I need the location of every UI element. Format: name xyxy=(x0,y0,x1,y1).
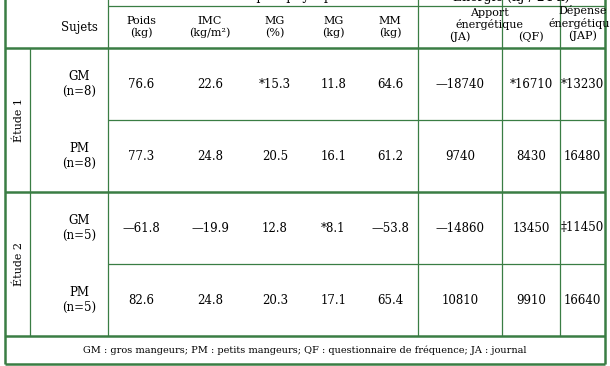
Text: 24.8: 24.8 xyxy=(197,149,223,163)
Text: 20.5: 20.5 xyxy=(262,149,288,163)
Text: MM
(kg): MM (kg) xyxy=(379,16,401,38)
Text: —61.8: —61.8 xyxy=(123,221,160,235)
Text: PM
(n=8): PM (n=8) xyxy=(62,142,96,170)
Text: 16.1: 16.1 xyxy=(320,149,346,163)
Text: IMC
(kg/m²): IMC (kg/m²) xyxy=(189,16,231,38)
Text: 12.8: 12.8 xyxy=(262,221,288,235)
Text: 17.1: 17.1 xyxy=(320,294,346,306)
Text: 61.2: 61.2 xyxy=(377,149,403,163)
Text: Sujets: Sujets xyxy=(60,20,98,34)
Text: 24.8: 24.8 xyxy=(197,294,223,306)
Text: 11.8: 11.8 xyxy=(321,78,346,90)
Text: PM
(n=5): PM (n=5) xyxy=(62,286,96,314)
Text: GM : gros mangeurs; PM : petits mangeurs; QF : questionnaire de fréquence; JA : : GM : gros mangeurs; PM : petits mangeurs… xyxy=(83,345,527,355)
Text: —18740: —18740 xyxy=(436,78,484,90)
Text: *15.3: *15.3 xyxy=(259,78,291,90)
Text: 13450: 13450 xyxy=(512,221,550,235)
Text: 16640: 16640 xyxy=(564,294,601,306)
Text: 76.6: 76.6 xyxy=(128,78,154,90)
Text: (QF): (QF) xyxy=(518,32,544,42)
Text: 8430: 8430 xyxy=(516,149,546,163)
Text: MG
(%): MG (%) xyxy=(265,16,285,38)
Text: Apport
énergétique: Apport énergétique xyxy=(455,8,523,30)
Text: ‡11450: ‡11450 xyxy=(561,221,604,235)
Text: 22.6: 22.6 xyxy=(197,78,223,90)
Text: 64.6: 64.6 xyxy=(377,78,403,90)
Text: (JA): (JA) xyxy=(450,32,471,42)
Text: MG
(kg): MG (kg) xyxy=(322,16,345,38)
Text: Caractéristiques physiques: Caractéristiques physiques xyxy=(177,0,350,3)
Text: 9910: 9910 xyxy=(516,294,546,306)
Text: GM
(n=8): GM (n=8) xyxy=(62,70,96,98)
Text: 9740: 9740 xyxy=(445,149,475,163)
Text: 20.3: 20.3 xyxy=(262,294,288,306)
Text: 82.6: 82.6 xyxy=(129,294,154,306)
Text: Énergie (kJ / 24 h): Énergie (kJ / 24 h) xyxy=(453,0,570,4)
Text: —14860: —14860 xyxy=(436,221,484,235)
Text: —19.9: —19.9 xyxy=(191,221,229,235)
Text: 10810: 10810 xyxy=(442,294,479,306)
Text: 16480: 16480 xyxy=(564,149,601,163)
Text: Poids
(kg): Poids (kg) xyxy=(126,16,157,38)
Text: Étude 1: Étude 1 xyxy=(13,98,24,142)
Text: 65.4: 65.4 xyxy=(377,294,403,306)
Text: Dépense
énergétique
(JAP): Dépense énergétique (JAP) xyxy=(548,5,610,41)
Text: *16710: *16710 xyxy=(509,78,553,90)
Text: GM
(n=5): GM (n=5) xyxy=(62,214,96,242)
Text: *8.1: *8.1 xyxy=(321,221,346,235)
Text: —53.8: —53.8 xyxy=(371,221,409,235)
Text: *13230: *13230 xyxy=(561,78,604,90)
Text: 77.3: 77.3 xyxy=(128,149,154,163)
Text: Étude 2: Étude 2 xyxy=(13,242,24,286)
